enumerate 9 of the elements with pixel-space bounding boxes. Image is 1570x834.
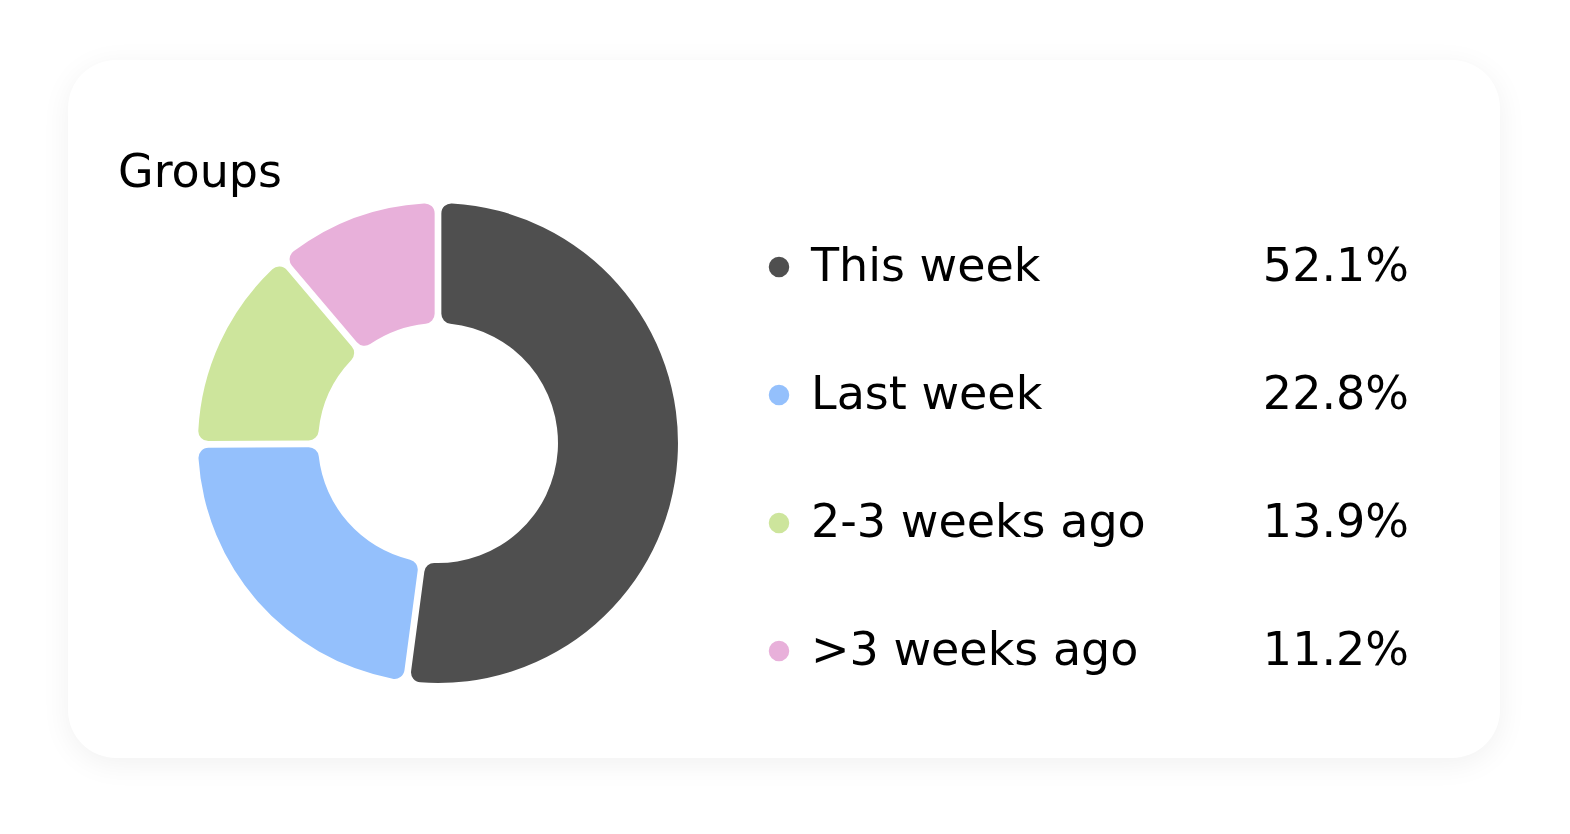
legend-label: Last week	[811, 366, 1043, 420]
legend-label: 2-3 weeks ago	[811, 494, 1146, 548]
data-label: 11.2%	[1262, 622, 1409, 676]
data-label: 13.9%	[1262, 494, 1409, 548]
legend-label: This week	[810, 238, 1041, 292]
data-label: 52.1%	[1262, 238, 1409, 292]
legend-label: >3 weeks ago	[811, 622, 1139, 676]
data-label: 22.8%	[1262, 366, 1409, 420]
chart-title: Groups	[118, 144, 283, 198]
